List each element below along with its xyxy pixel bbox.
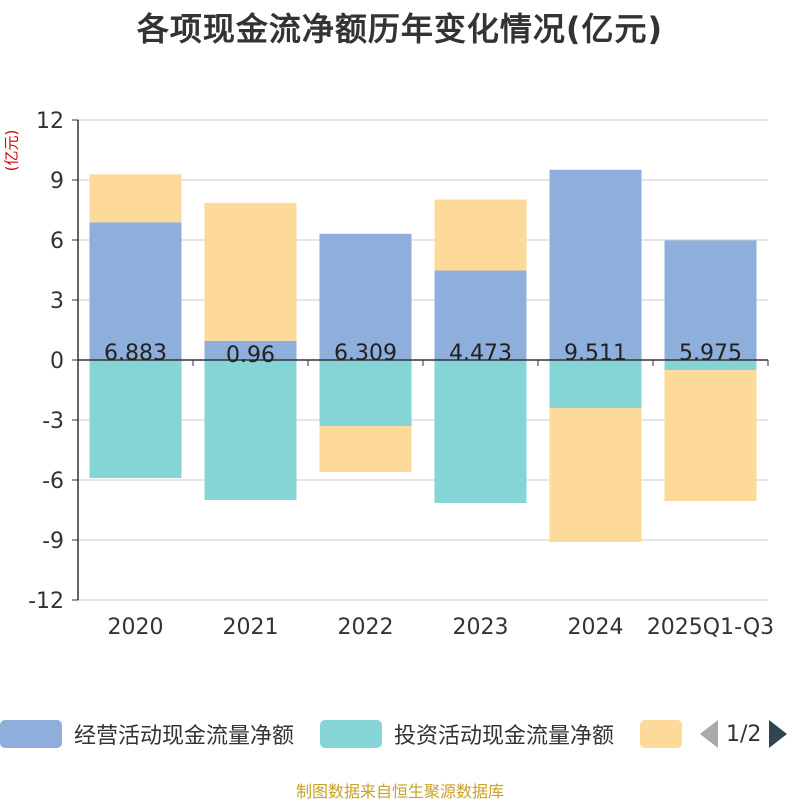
bar-operating-2023 (434, 270, 527, 360)
bar-third-2024 (549, 408, 642, 542)
data-source: 制图数据来自恒生聚源数据库 (295, 782, 504, 801)
legend-swatch-investing (320, 720, 382, 748)
legend-swatch-third (640, 720, 682, 748)
legend-label-operating: 经营活动现金流量净额 (74, 724, 295, 749)
y-tick-label: -6 (42, 469, 64, 494)
bar-investing-2021 (204, 360, 297, 500)
data-labels: 6.883 0.96 6.309 4.473 9.511 5.975 (104, 341, 742, 368)
x-tick-label: 2025Q1-Q3 (647, 615, 774, 640)
bar-investing-2025Q1-Q3 (664, 360, 757, 370)
x-tick-label: 2024 (568, 615, 624, 640)
bar-investing-2023 (434, 360, 527, 503)
x-tick-label: 2022 (338, 615, 394, 640)
legend-swatch-operating (0, 720, 62, 748)
legend-item-investing[interactable]: 投资活动现金流量净额 (320, 714, 614, 754)
y-tick-label: 12 (36, 109, 64, 134)
legend-pager: 1/2 (700, 714, 788, 754)
bar-third-2023 (434, 199, 527, 271)
legend-next-arrow-icon[interactable] (769, 720, 788, 748)
bar-investing-2024 (549, 360, 642, 408)
bars (89, 169, 757, 542)
stacked-bar-chart: 12 9 6 3 0 -3 -6 -9 -12 2020 2021 2022 2023 2024 2025Q… (28, 109, 774, 640)
y-tick-label: 9 (50, 169, 64, 194)
legend-prev-arrow-icon[interactable] (700, 720, 718, 748)
y-tick-label: -3 (42, 409, 64, 434)
bar-third-2025Q1-Q3 (664, 370, 757, 501)
bar-investing-2022 (319, 360, 412, 426)
bar-operating-2020 (89, 222, 182, 360)
bar-operating-2025Q1-Q3 (664, 240, 757, 360)
y-tick-label: -12 (28, 589, 64, 614)
chart-title: 各项现金流净额历年变化情况(亿元) (136, 10, 664, 48)
data-label: 6.883 (104, 341, 167, 366)
bar-investing-2020 (89, 360, 182, 478)
grid-lines (78, 119, 768, 601)
data-label: 0.96 (226, 343, 275, 368)
y-tick-label: 6 (50, 229, 64, 254)
bar-third-2020 (89, 174, 182, 223)
axes: 12 9 6 3 0 -3 -6 -9 -12 2020 2021 2022 2023 2024 2025Q… (28, 109, 774, 640)
bar-operating-2022 (319, 233, 412, 360)
legend: 经营活动现金流量净额 投资活动现金流量净额 (0, 714, 800, 754)
bar-third-2021 (204, 202, 297, 341)
x-tick-label: 2021 (223, 615, 279, 640)
data-label: 5.975 (679, 341, 742, 366)
bar-operating-2021 (204, 340, 297, 360)
x-tick-label: 2020 (108, 615, 164, 640)
legend-page-indicator: 1/2 (726, 721, 762, 747)
legend-label-investing: 投资活动现金流量净额 (394, 724, 615, 749)
bar-third-2022 (319, 426, 412, 472)
y-tick-label: 3 (50, 289, 64, 314)
bar-operating-2024 (549, 169, 642, 360)
y-tick-label: 0 (50, 349, 64, 374)
data-label: 6.309 (334, 341, 397, 366)
x-tick-label: 2023 (453, 615, 509, 640)
legend-item-third[interactable] (640, 714, 682, 754)
data-label: 4.473 (449, 341, 512, 366)
y-tick-label: -9 (42, 529, 64, 554)
legend-item-operating[interactable]: 经营活动现金流量净额 (0, 714, 294, 754)
data-label: 9.511 (564, 341, 627, 366)
